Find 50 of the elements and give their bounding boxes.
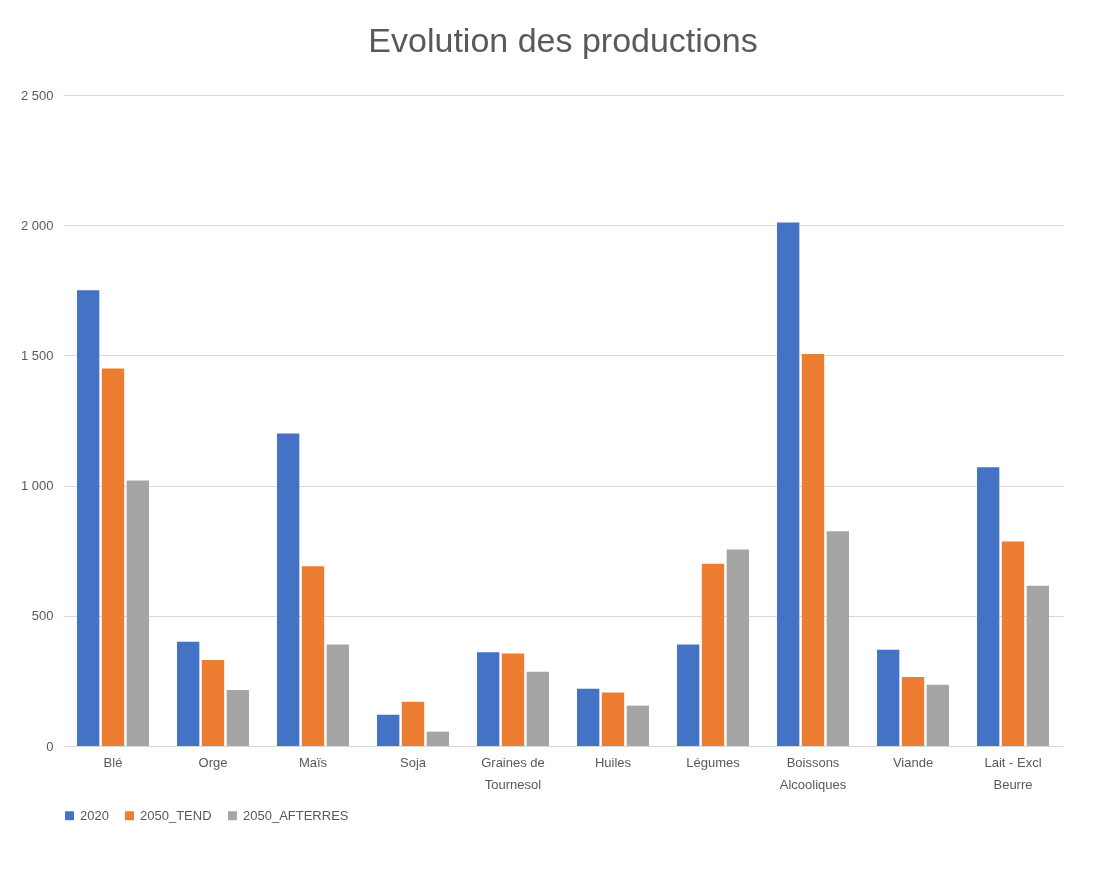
bar — [801, 354, 825, 746]
legend-label: 2050_TEND — [140, 807, 212, 823]
x-tick-label: Viande — [892, 754, 934, 770]
bar — [126, 480, 149, 746]
legend-label: 2020 — [80, 807, 109, 823]
bar — [577, 688, 600, 746]
x-tick-label: Boissons Alcooliques — [779, 754, 847, 792]
bar — [301, 566, 325, 746]
bar — [1001, 541, 1025, 746]
bar — [1026, 585, 1049, 746]
x-tick-label: Huiles — [594, 754, 632, 770]
bar — [926, 684, 949, 746]
bar — [726, 549, 749, 746]
bar — [401, 701, 425, 746]
x-tick-label: Orge — [198, 754, 228, 770]
y-tick-label: 0 — [46, 738, 54, 754]
bar — [677, 644, 700, 746]
bar — [77, 290, 100, 746]
x-tick-label: Maïs — [298, 754, 328, 770]
y-tick-label: 1 000 — [20, 478, 54, 494]
x-tick-label: Lait - Excl Beurre — [984, 754, 1042, 792]
chart-title: Evolution des productions — [368, 21, 758, 59]
bar — [326, 644, 349, 746]
bar — [977, 467, 1000, 746]
bar — [701, 563, 725, 746]
bar — [601, 692, 625, 746]
bar — [501, 653, 525, 746]
y-tick-label: 2 000 — [20, 217, 54, 233]
y-tick-label: 1 500 — [20, 347, 54, 363]
x-tick-label: Graines de Tournesol — [481, 754, 545, 792]
bar — [877, 649, 900, 746]
bar — [201, 660, 225, 746]
bar — [426, 731, 449, 746]
bar — [226, 690, 249, 746]
bar — [526, 671, 549, 746]
x-tick-label: Soja — [399, 754, 427, 770]
bar — [826, 531, 849, 746]
x-tick-label: Légumes — [686, 754, 741, 770]
bar — [477, 652, 500, 746]
x-tick-label: Blé — [103, 754, 123, 770]
bar — [626, 705, 649, 746]
bar — [377, 714, 400, 746]
bar — [901, 676, 925, 746]
legend-label: 2050_AFTERRES — [243, 807, 349, 823]
bar — [777, 222, 800, 746]
bar — [277, 433, 300, 746]
bar — [101, 368, 125, 746]
y-tick-label: 2 500 — [20, 87, 54, 103]
bar — [177, 641, 200, 746]
y-tick-label: 500 — [31, 608, 54, 624]
